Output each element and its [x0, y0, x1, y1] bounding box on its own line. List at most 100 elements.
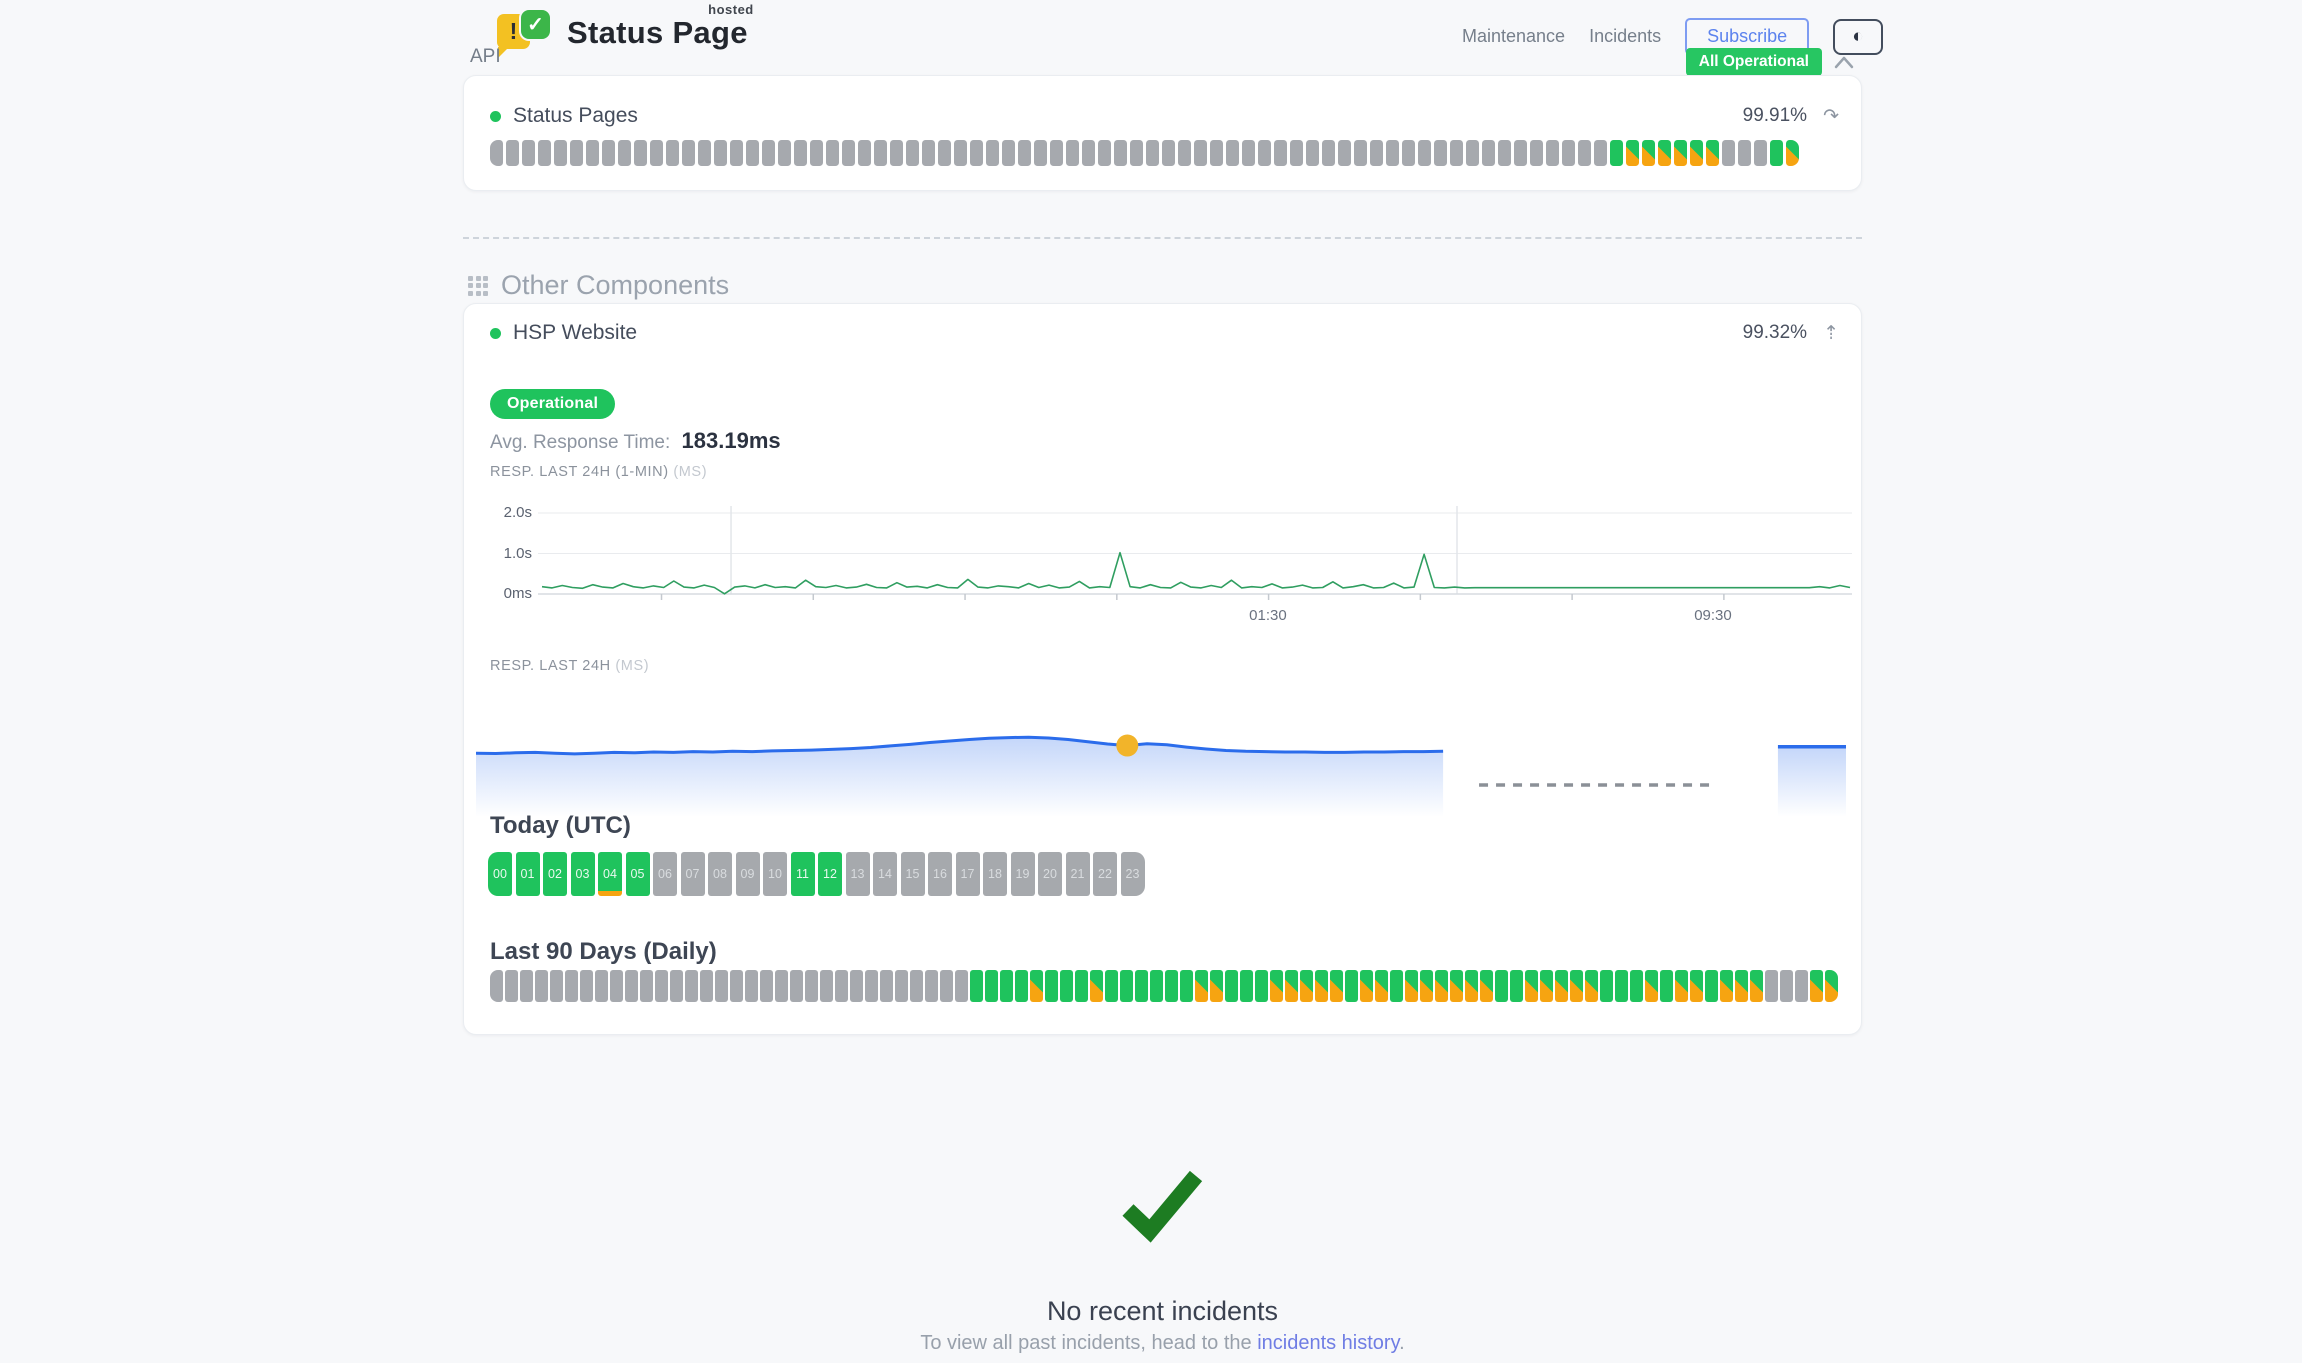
uptime-bar-deg[interactable] [1585, 970, 1598, 1002]
uptime-bar-none[interactable] [1130, 140, 1143, 166]
uptime-bar-none[interactable] [922, 140, 935, 166]
hour-block-23[interactable]: 23 [1120, 852, 1145, 896]
hour-block-20[interactable]: 20 [1038, 852, 1062, 896]
uptime-bar-none[interactable] [775, 970, 788, 1002]
uptime-bar-none[interactable] [538, 140, 551, 166]
uptime-bar-up[interactable] [1510, 970, 1523, 1002]
uptime-bar-none[interactable] [570, 140, 583, 166]
uptime-bar-deg[interactable] [1210, 970, 1223, 1002]
uptime-bar-none[interactable] [640, 970, 653, 1002]
hour-block-13[interactable]: 13 [845, 852, 870, 896]
hour-block-14[interactable]: 14 [873, 852, 897, 896]
uptime-bar-deg[interactable] [1270, 970, 1283, 1002]
uptime-bar-none[interactable] [1546, 140, 1559, 166]
hour-block-07[interactable]: 07 [680, 852, 705, 896]
uptime-bar-none[interactable] [535, 970, 548, 1002]
uptime-bar-up[interactable] [1495, 970, 1508, 1002]
hour-block-11[interactable]: 11 [790, 852, 815, 896]
uptime-bar-none[interactable] [595, 970, 608, 1002]
uptime-bar-none[interactable] [730, 970, 743, 1002]
uptime-bar-deg[interactable] [1750, 970, 1763, 1002]
theme-toggle-button[interactable]: ◐ [1833, 18, 1884, 55]
uptime-bar-none[interactable] [790, 970, 803, 1002]
uptime-bar-none[interactable] [910, 970, 923, 1002]
uptime-bar-deg[interactable] [1300, 970, 1313, 1002]
uptime-bar-none[interactable] [986, 140, 999, 166]
uptime-bar-none[interactable] [938, 140, 951, 166]
uptime-bar-deg[interactable] [1786, 140, 1799, 166]
uptime-bar-none[interactable] [850, 970, 863, 1002]
uptime-bar-up[interactable] [1135, 970, 1148, 1002]
uptime-bar-none[interactable] [955, 970, 968, 1002]
uptime-bar-none[interactable] [746, 140, 759, 166]
hour-block-22[interactable]: 22 [1093, 852, 1117, 896]
uptime-bar-none[interactable] [666, 140, 679, 166]
uptime-bar-none[interactable] [506, 140, 519, 166]
uptime-bar-deg[interactable] [1315, 970, 1328, 1002]
uptime-bar-none[interactable] [865, 970, 878, 1002]
hour-block-00[interactable]: 00 [488, 852, 512, 896]
hour-block-08[interactable]: 08 [708, 852, 732, 896]
uptime-bar-up[interactable] [1660, 970, 1673, 1002]
uptime-bar-none[interactable] [1498, 140, 1511, 166]
uptime-bar-up[interactable] [1600, 970, 1613, 1002]
uptime-bar-none[interactable] [634, 140, 647, 166]
uptime-bar-none[interactable] [1370, 140, 1383, 166]
uptime-bar-none[interactable] [1242, 140, 1255, 166]
uptime-bar-none[interactable] [682, 140, 695, 166]
uptime-bar-none[interactable] [490, 970, 503, 1002]
uptime-bar-none[interactable] [602, 140, 615, 166]
uptime-bar-none[interactable] [1018, 140, 1031, 166]
hour-block-21[interactable]: 21 [1065, 852, 1090, 896]
uptime-bar-none[interactable] [1434, 140, 1447, 166]
uptime-bar-none[interactable] [714, 140, 727, 166]
uptime-bar-deg[interactable] [1480, 970, 1493, 1002]
uptime-bar-none[interactable] [650, 140, 663, 166]
uptime-bar-up[interactable] [1390, 970, 1403, 1002]
uptime-bar-up[interactable] [1225, 970, 1238, 1002]
uptime-bar-none[interactable] [1210, 140, 1223, 166]
uptime-bar-up[interactable] [1705, 970, 1718, 1002]
uptime-bar-none[interactable] [1386, 140, 1399, 166]
uptime-bar-none[interactable] [762, 140, 775, 166]
uptime-bar-deg[interactable] [1360, 970, 1373, 1002]
uptime-bar-none[interactable] [1098, 140, 1111, 166]
uptime-bar-deg[interactable] [1435, 970, 1448, 1002]
uptime-bar-none[interactable] [1765, 970, 1778, 1002]
uptime-bar-deg[interactable] [1645, 970, 1658, 1002]
uptime-bar-deg[interactable] [1405, 970, 1418, 1002]
uptime-bar-deg[interactable] [1375, 970, 1388, 1002]
uptime-bar-up[interactable] [1770, 140, 1783, 166]
uptime-bar-none[interactable] [1722, 140, 1735, 166]
uptime-bar-none[interactable] [1578, 140, 1591, 166]
uptime-bar-none[interactable] [874, 140, 887, 166]
chevron-up-icon[interactable] [1834, 56, 1854, 69]
logo[interactable]: ! ✓ Status Page hosted [497, 2, 753, 58]
uptime-bar-deg[interactable] [1540, 970, 1553, 1002]
uptime-bar-none[interactable] [490, 140, 503, 166]
incidents-history-link[interactable]: incidents history [1257, 1332, 1400, 1354]
uptime-bar-deg[interactable] [1626, 140, 1639, 166]
uptime-bar-none[interactable] [1795, 970, 1808, 1002]
uptime-bar-up[interactable] [1615, 970, 1628, 1002]
uptime-bar-none[interactable] [1002, 140, 1015, 166]
collapse-arrow-icon[interactable]: ⇡ [1823, 322, 1839, 344]
uptime-bar-up[interactable] [1610, 140, 1623, 166]
uptime-bar-deg[interactable] [1090, 970, 1103, 1002]
uptime-bar-none[interactable] [842, 140, 855, 166]
uptime-bar-none[interactable] [1594, 140, 1607, 166]
uptime-bar-deg[interactable] [1674, 140, 1687, 166]
response-time-area-chart[interactable] [475, 687, 1854, 817]
uptime-bar-up[interactable] [1255, 970, 1268, 1002]
uptime-bar-none[interactable] [794, 140, 807, 166]
uptime-bar-none[interactable] [1418, 140, 1431, 166]
uptime-bar-none[interactable] [1050, 140, 1063, 166]
uptime-bar-none[interactable] [925, 970, 938, 1002]
uptime-bar-none[interactable] [1738, 140, 1751, 166]
uptime-bar-none[interactable] [954, 140, 967, 166]
uptime-bar-none[interactable] [906, 140, 919, 166]
uptime-bar-deg[interactable] [1465, 970, 1478, 1002]
uptime-bar-deg[interactable] [1570, 970, 1583, 1002]
uptime-bar-none[interactable] [586, 140, 599, 166]
uptime-bar-none[interactable] [655, 970, 668, 1002]
